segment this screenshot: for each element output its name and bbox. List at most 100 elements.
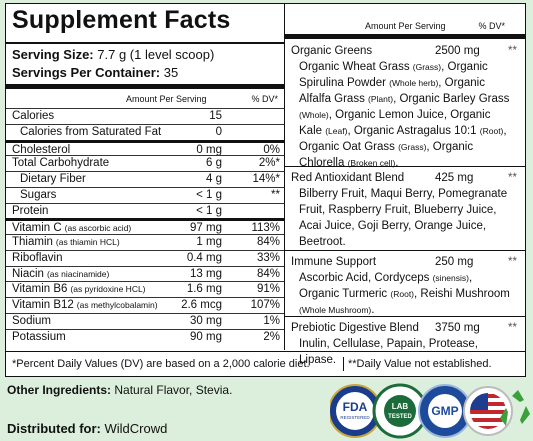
nutrient-note: (as methylcobalamin) [76,300,158,310]
nutrient-note: (as thiamin HCL) [55,237,120,247]
thick-rule [6,84,284,89]
ingredient-text: . [395,157,399,169]
nutrient-name: Sodium [12,314,51,330]
nutrient-label: Vitamin B12 [12,299,74,311]
blend-dv: ** [508,256,517,268]
blend-name: Prebiotic Digestive Blend [291,322,419,334]
nutrient-name: Vitamin B12 (as methylcobalamin) [12,298,158,314]
nutrient-name: Thiamin (as thiamin HCL) [12,235,120,251]
nutrient-amount: 1 mg [196,236,222,248]
nutrient-row: Niacin (as niacinamide) 13 mg 84% [6,265,284,283]
column-header: Amount Per Serving [126,94,207,104]
blend-header: Prebiotic Digestive Blend 3750 mg ** [285,320,525,336]
nutrient-row: Potassium 90 mg 2% [6,328,284,346]
nutrient-amount: 0 mg [196,143,222,156]
nutrient-label: Total Carbohydrate [12,157,110,170]
blend: Prebiotic Digestive Blend 3750 mg ** Inulin… [285,320,525,368]
nutrient-row: Sugars < 1 g ** [6,186,284,204]
separator [285,250,525,251]
badge-inner [336,392,374,430]
servings-value: 35 [163,65,179,80]
ingredient-text: , Organic Lemon Juice, Organic Kale [299,109,491,137]
nutrient-label: Protein [12,204,49,217]
serving-size: Serving Size: 7.7 g (1 level scoop) [12,47,214,62]
blend-name: Organic Greens [291,45,373,57]
nutrient-amount: < 1 g [196,188,222,201]
nutrient-amount: 15 [209,110,222,122]
nutrient-amount: 97 mg [190,222,222,235]
nutrient-name: Cholesterol [12,143,70,159]
ingredient-text: (Broken cell) [347,158,396,168]
separator [285,166,525,167]
rule [6,42,284,44]
ingredient-text: (sinensis) [432,273,469,283]
other-ingredients-label: Other Ingredients: [7,383,112,397]
nutrient-amount: < 1 g [196,204,222,217]
nutrient-name: Total Carbohydrate [12,156,109,172]
nutrient-amount: 30 mg [190,314,222,327]
nutrient-dv: 113% [251,222,280,235]
nutrient-dv: 2% [263,330,280,343]
nutrient-row: Thiamin (as thiamin HCL) 1 mg 84% [6,234,284,251]
nutrient-amount: 13 mg [190,267,222,280]
serving-size-value: 7.7 g (1 level scoop) [97,47,215,62]
column-header: % DV* [251,94,278,104]
ingredient-text: (Root) [479,126,504,136]
ingredient-text: . [371,304,375,316]
nutrient-label: Potassium [12,330,66,343]
nutrient-note: (as niacinamide) [46,268,110,279]
nutrient-label: Sodium [12,314,51,327]
nutrient-dv: 84% [256,267,280,280]
badges: FDA REGISTERED LAB TESTED GMP [330,383,530,439]
distributor-label: Distributed for: [7,421,101,436]
divider [343,357,344,371]
other-ingredients: Other Ingredients: Natural Flavor, Stevi… [7,383,232,397]
nutrient-dv: 14%* [252,173,281,185]
nutrient-dv: 0% [263,143,280,156]
nutrient-amount: 2.6 mcg [181,299,222,311]
ingredient-text: (Plant) [368,94,394,104]
nutrient-amount: 1.6 mg [186,283,222,296]
blend-amount: 2500 mg [435,45,480,57]
badge-inner [384,395,416,427]
footnote: **Daily Value not established. [348,358,492,370]
footnotes: *Percent Daily Values (DV) are based on … [6,351,525,377]
nutrient-row: Vitamin B6 (as pyridoxine HCL) 1.6 mg 91% [6,281,284,298]
ingredient-text: (Grass) [398,142,427,152]
blend: Immune Support 250 mg ** Ascorbic Acid, Cor… [285,254,525,318]
nutrient-amount: 0 [215,125,222,138]
nutrient-name: Protein [12,204,48,220]
blend-header: Organic Greens 2500 mg ** [285,43,525,59]
nutrient-name: Riboflavin [12,251,63,267]
recycle-icon [500,390,530,426]
blend-ingredients: Inulin, Cellulase, Papain, Protease, Lip… [285,336,525,368]
blend-amount: 250 mg [435,256,474,268]
ingredient-text: , Organic Turmeric [299,272,473,300]
nutrient-amount: 0.4 mg [186,251,222,264]
blend-header: Red Antioxidant Blend 425 mg ** [285,170,525,186]
other-ingredients-text: Natural Flavor, Stevia. [114,383,233,397]
nutrient-label: Niacin [12,267,44,280]
blend-ingredients: Ascorbic Acid, Cordyceps (sinensis), Org… [285,270,525,318]
badge-text: LAB [392,402,409,411]
distributor-text: WildCrowd [104,421,168,436]
servings: Servings Per Container: 35 [12,65,178,80]
badge-inner [428,394,462,428]
nutrient-amount: 4 g [206,173,222,185]
blend-amount: 3750 mg [435,322,480,334]
nutrient-label: Calories from Saturated Fat [20,125,162,138]
ingredient-text: Ascorbic Acid, Cordyceps [299,272,433,284]
supplement-label: Supplement Facts Serving Size: 7.7 g (1 … [5,3,526,377]
nutrient-dv: 84% [256,236,280,248]
nutrient-row: Sodium 30 mg 1% [6,312,284,330]
nutrient-dv: 91% [256,283,280,296]
blend: Red Antioxidant Blend 425 mg ** Bilberry Fr… [285,170,525,250]
lab-badge: LAB TESTED [372,383,428,439]
nutrient-name: Calories from Saturated Fat [20,125,161,141]
ingredient-text: , Organic Spirulina Powder [299,61,488,89]
nutrient-amount: 90 mg [190,330,222,343]
nutrient-label: Cholesterol [12,143,71,156]
ingredient-text: , Organic Astragalus 10:1 [347,125,480,137]
ingredient-text: , Organic Barley Grass [393,93,510,105]
